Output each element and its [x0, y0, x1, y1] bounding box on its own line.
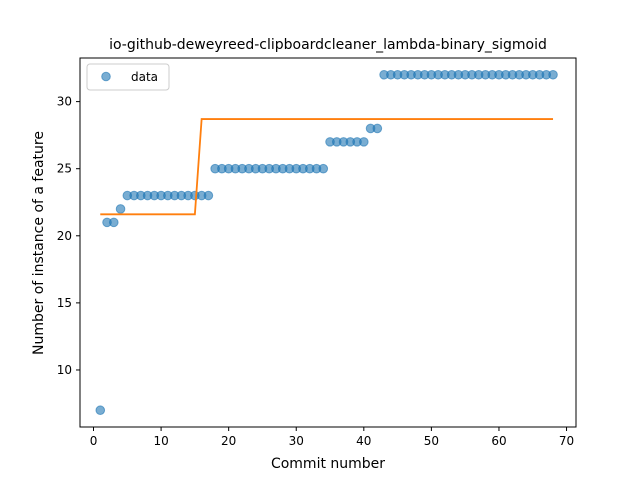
data-point: [359, 137, 369, 147]
y-tick-label: 10: [57, 363, 72, 377]
y-tick-label: 30: [57, 95, 72, 109]
x-tick-label: 10: [153, 434, 168, 448]
legend-label-data: data: [131, 70, 158, 84]
chart-title: io-github-deweyreed-clipboardcleaner_lam…: [109, 37, 547, 53]
y-tick-label: 15: [57, 296, 72, 310]
data-point: [108, 217, 119, 228]
fit-line: [100, 118, 554, 216]
x-tick-label: 20: [221, 434, 236, 448]
data-point: [203, 190, 214, 201]
x-axis-ticks: 0 10 20 30 40 50 60 70: [90, 427, 574, 448]
y-axis-ticks: 10 15 20 25 30: [57, 95, 80, 377]
legend-marker-data: [101, 71, 111, 82]
data-point: [548, 69, 558, 80]
legend: data: [86, 63, 170, 91]
y-tick-label: 20: [57, 229, 72, 243]
data-point: [115, 204, 126, 214]
plot-content: [95, 69, 558, 416]
x-tick-label: 60: [491, 434, 506, 448]
legend-box: [86, 63, 170, 91]
plot-frame: [79, 57, 577, 428]
data-point: [372, 123, 383, 134]
x-tick-label: 70: [559, 434, 574, 448]
x-tick-label: 50: [424, 434, 439, 448]
y-axis-label: Number of instance of a feature: [31, 131, 47, 355]
data-point: [95, 405, 106, 416]
x-axis-label: Commit number: [271, 456, 385, 472]
data-point: [318, 163, 329, 174]
x-tick-label: 40: [356, 434, 371, 448]
y-tick-label: 25: [57, 162, 72, 176]
x-tick-label: 0: [90, 434, 98, 448]
x-tick-label: 30: [289, 434, 304, 448]
